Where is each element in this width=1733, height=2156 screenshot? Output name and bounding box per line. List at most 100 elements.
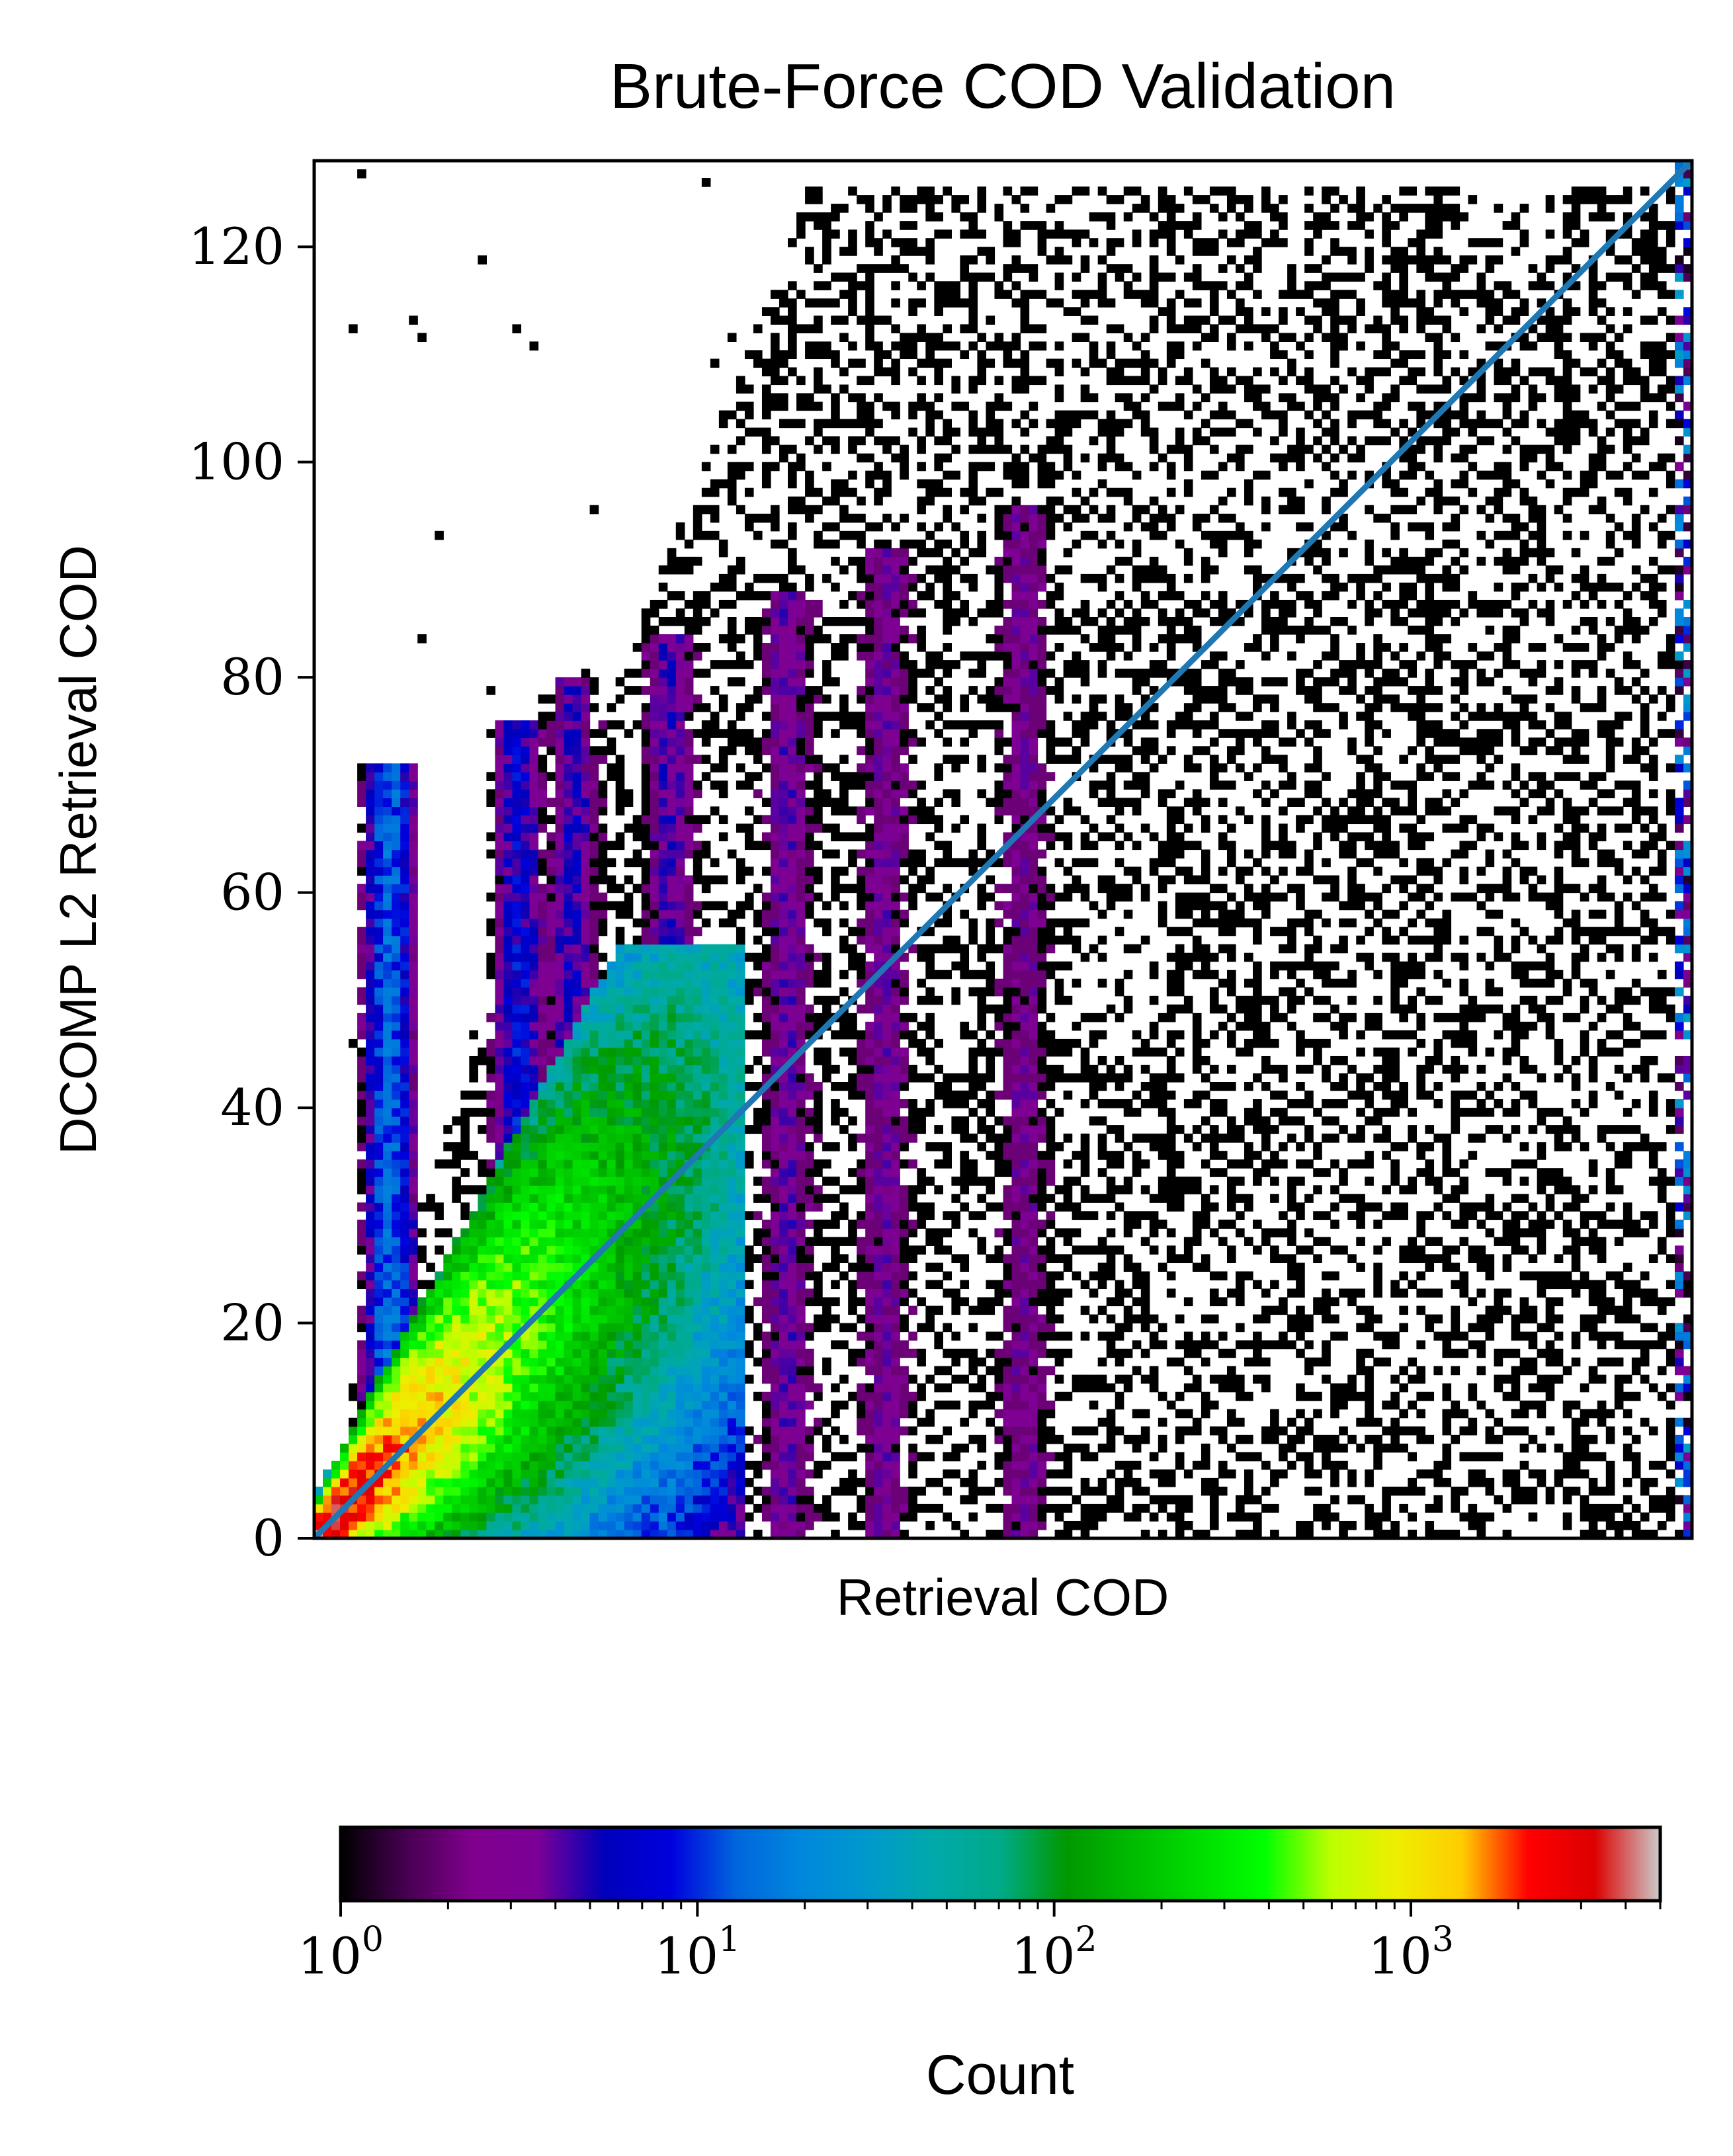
- histogram-cell: [632, 1134, 642, 1143]
- histogram-cell: [831, 358, 840, 368]
- histogram-cell: [615, 1452, 625, 1462]
- histogram-cell: [572, 1228, 582, 1237]
- histogram-cell: [805, 884, 814, 893]
- histogram-cell: [409, 1177, 418, 1186]
- histogram-cell: [503, 909, 513, 919]
- histogram-cell: [693, 1021, 702, 1031]
- histogram-cell: [693, 1202, 702, 1212]
- histogram-cell: [555, 1529, 565, 1538]
- histogram-cell: [701, 970, 711, 979]
- histogram-cell: [814, 892, 823, 902]
- histogram-cell: [796, 1314, 806, 1324]
- histogram-cell: [770, 1529, 780, 1538]
- histogram-cell: [788, 1340, 797, 1350]
- histogram-cell: [641, 1400, 651, 1410]
- histogram-cell: [701, 1340, 711, 1350]
- histogram-cell: [607, 1202, 616, 1212]
- histogram-cell: [641, 1357, 651, 1367]
- histogram-cell: [512, 1271, 522, 1281]
- histogram-cell: [736, 1038, 745, 1048]
- histogram-cell: [693, 1486, 702, 1496]
- histogram-cell: [495, 1116, 505, 1126]
- histogram-cell: [693, 1194, 702, 1203]
- histogram-cell: [710, 875, 720, 885]
- histogram-cell: [409, 1116, 418, 1126]
- histogram-cell: [589, 755, 599, 764]
- histogram-cell: [814, 634, 823, 643]
- histogram-cell: [848, 530, 857, 540]
- histogram-cell: [521, 1228, 530, 1237]
- histogram-cell: [650, 858, 659, 868]
- histogram-cell: [788, 1469, 797, 1479]
- histogram-cell: [684, 1108, 694, 1117]
- histogram-cell: [650, 823, 659, 833]
- histogram-cell: [667, 1030, 677, 1040]
- histogram-cell: [753, 1529, 763, 1538]
- histogram-cell: [650, 1314, 659, 1324]
- histogram-cell: [607, 1159, 616, 1169]
- histogram-cell: [564, 970, 573, 979]
- histogram-cell: [831, 350, 840, 360]
- histogram-cell: [650, 987, 659, 997]
- histogram-cell: [357, 1091, 366, 1100]
- histogram-cell: [701, 591, 711, 601]
- histogram-cell: [718, 1495, 728, 1505]
- histogram-cell: [727, 1159, 737, 1169]
- histogram-cell: [727, 1177, 737, 1186]
- histogram-cell: [779, 1237, 788, 1246]
- histogram-cell: [589, 1495, 599, 1505]
- histogram-cell: [495, 1297, 505, 1307]
- histogram-cell: [555, 1452, 565, 1462]
- histogram-cell: [727, 1400, 737, 1410]
- histogram-cell: [503, 1038, 513, 1048]
- histogram-cell: [814, 626, 823, 635]
- histogram-cell: [607, 1142, 616, 1151]
- histogram-cell: [503, 1486, 513, 1496]
- histogram-cell: [805, 858, 814, 868]
- histogram-cell: [658, 849, 668, 859]
- histogram-cell: [718, 1314, 728, 1324]
- histogram-cell: [744, 582, 754, 592]
- histogram-cell: [512, 789, 522, 798]
- histogram-cell: [779, 1125, 788, 1134]
- histogram-cell: [607, 1512, 616, 1522]
- histogram-cell: [512, 1168, 522, 1177]
- histogram-cell: [624, 1529, 634, 1538]
- histogram-cell: [555, 1159, 565, 1169]
- histogram-cell: [641, 1116, 651, 1126]
- histogram-cell: [589, 1477, 599, 1487]
- histogram-cell: [736, 1374, 745, 1384]
- histogram-cell: [693, 530, 702, 540]
- histogram-cell: [555, 1134, 565, 1143]
- histogram-cell: [839, 1030, 849, 1040]
- histogram-cell: [632, 1125, 642, 1134]
- histogram-cell: [495, 1220, 505, 1229]
- histogram-cell: [684, 1220, 694, 1229]
- histogram-cell: [581, 1374, 591, 1384]
- histogram-cell: [796, 290, 806, 299]
- histogram-cell: [675, 522, 685, 532]
- histogram-cell: [718, 832, 728, 842]
- histogram-cell: [839, 832, 849, 842]
- histogram-cell: [564, 1237, 573, 1246]
- histogram-cell: [538, 737, 548, 747]
- histogram-cell: [788, 729, 797, 738]
- histogram-cell: [684, 1099, 694, 1108]
- histogram-cell: [469, 1452, 478, 1462]
- histogram-cell: [521, 1443, 530, 1453]
- histogram-cell: [667, 1194, 677, 1203]
- histogram-cell: [400, 961, 409, 971]
- histogram-cell: [615, 694, 625, 704]
- histogram-cell: [409, 952, 418, 962]
- histogram-cell: [564, 789, 573, 798]
- histogram-cell: [718, 1237, 728, 1246]
- histogram-cell: [615, 1340, 625, 1350]
- histogram-cell: [409, 815, 418, 825]
- histogram-cell: [788, 1486, 797, 1496]
- histogram-cell: [486, 918, 495, 928]
- histogram-cell: [788, 315, 797, 325]
- histogram-cell: [710, 944, 720, 954]
- histogram-cell: [650, 798, 659, 808]
- histogram-cell: [641, 1108, 651, 1117]
- histogram-cell: [667, 1108, 677, 1117]
